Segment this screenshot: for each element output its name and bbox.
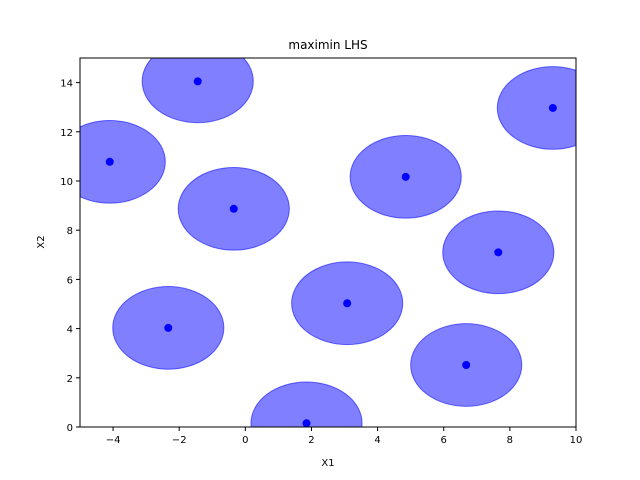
data-point-6: [343, 299, 352, 308]
y-tick-label: 8: [67, 226, 73, 237]
chart-title: maximin LHS: [288, 38, 367, 52]
plot-frame: [79, 57, 577, 428]
y-tick-label: 0: [67, 423, 73, 434]
x-tick-label: 0: [242, 435, 248, 446]
data-point-0: [193, 77, 202, 86]
x-tick-label: 6: [441, 435, 447, 446]
data-point-3: [401, 172, 410, 181]
data-point-8: [462, 361, 471, 370]
x-axis-ticks: −4 −2 0 2 4 6 8 10: [106, 427, 583, 446]
data-point-4: [548, 103, 557, 112]
x-tick-label: −2: [172, 435, 187, 446]
y-tick-label: 6: [67, 275, 73, 286]
data-point-2: [229, 204, 238, 213]
data-point-9: [302, 419, 311, 427]
radius-circle-1: [80, 119, 166, 204]
radius-circle-9: [250, 381, 363, 427]
y-axis-label: X2: [36, 235, 47, 248]
radius-circle-4: [496, 66, 576, 150]
data-point-1: [105, 157, 114, 166]
y-tick-label: 4: [67, 325, 73, 336]
x-tick-label: 8: [507, 435, 513, 446]
y-tick-label: 10: [60, 177, 73, 188]
points-layer: [105, 77, 557, 427]
y-tick-label: 14: [60, 79, 73, 90]
y-tick-label: 2: [67, 374, 73, 385]
radius-circle-0: [141, 58, 254, 124]
data-point-5: [494, 248, 503, 257]
data-point-7: [164, 323, 173, 332]
x-tick-label: 2: [308, 435, 314, 446]
x-tick-label: 10: [570, 435, 583, 446]
x-tick-label: −4: [106, 435, 121, 446]
y-axis-ticks: 0 2 4 6 8 10 12 14: [60, 79, 80, 434]
y-tick-label: 12: [60, 128, 73, 139]
x-axis-label: X1: [321, 458, 334, 469]
x-tick-label: 4: [374, 435, 380, 446]
